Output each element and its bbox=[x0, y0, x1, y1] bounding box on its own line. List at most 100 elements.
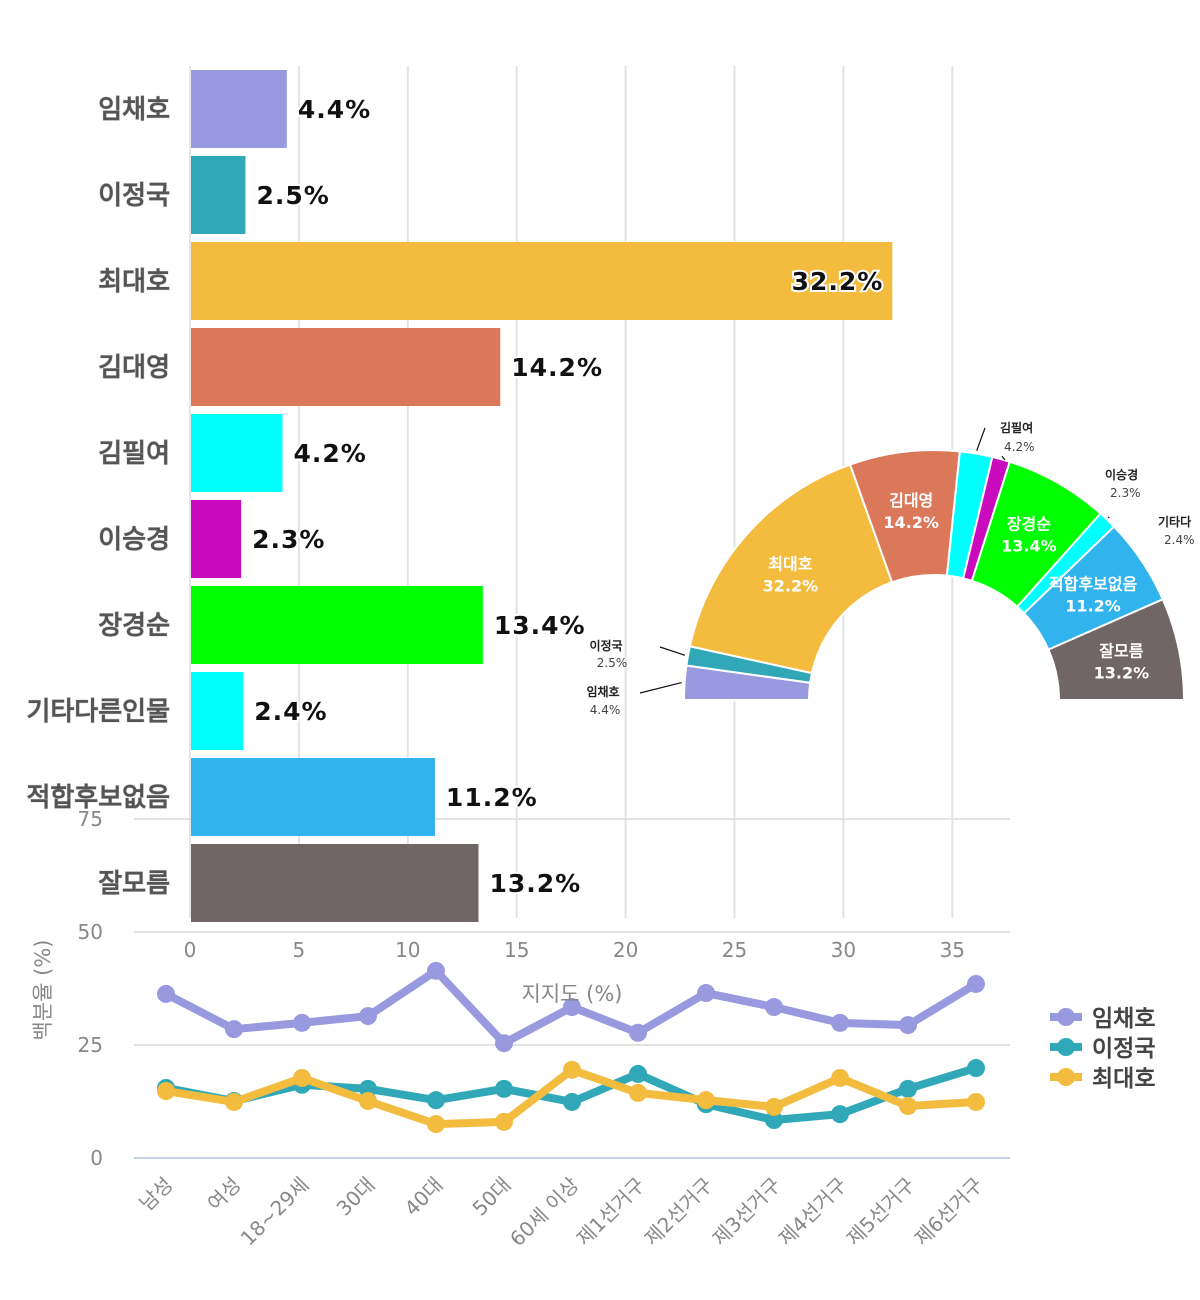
line-x-tick-label: 40대 bbox=[400, 1173, 448, 1221]
line-point bbox=[225, 1092, 243, 1111]
line-point bbox=[629, 1023, 647, 1042]
line-point bbox=[629, 1064, 647, 1083]
bar-value-label: 2.5% bbox=[256, 181, 329, 210]
pie-inside-value: 13.2% bbox=[1094, 664, 1150, 683]
line-point bbox=[899, 1097, 917, 1116]
bar bbox=[191, 242, 893, 320]
line-series bbox=[157, 961, 985, 1134]
pie-outside-value: 2.5% bbox=[597, 656, 628, 670]
line-point bbox=[427, 961, 445, 980]
bar bbox=[191, 586, 483, 664]
line-point bbox=[495, 1112, 513, 1131]
line-x-tick-label: 제1선거구 bbox=[572, 1173, 650, 1251]
line-y-tick-label: 75 bbox=[78, 807, 103, 831]
bar bbox=[191, 758, 435, 836]
bar-category-label: 임채호 bbox=[98, 95, 170, 125]
line-point bbox=[563, 998, 581, 1017]
line-x-tick-label: 50대 bbox=[468, 1173, 516, 1221]
line-point bbox=[629, 1083, 647, 1102]
pie-inside-label: 최대호 bbox=[768, 554, 812, 573]
line-point bbox=[225, 1020, 243, 1039]
line-x-tick-label: 남성 bbox=[135, 1173, 178, 1216]
pie-slice bbox=[1047, 597, 1186, 701]
bar-value-label: 4.2% bbox=[293, 439, 366, 468]
bar-category-label: 최대호 bbox=[98, 267, 170, 297]
bar bbox=[191, 500, 242, 578]
pie-inside-value: 14.2% bbox=[883, 513, 939, 532]
bar-category-label: 적합후보없음 bbox=[26, 783, 170, 813]
pie-outside-label: 김필여 bbox=[1000, 420, 1033, 435]
line-y-tick-label: 50 bbox=[78, 920, 103, 944]
line-point bbox=[359, 1092, 377, 1111]
pie-leader-line bbox=[976, 427, 986, 451]
legend-label: 이정국 bbox=[1092, 1036, 1155, 1062]
line-x-tick-label: 18~29세 bbox=[236, 1173, 314, 1251]
line-point bbox=[967, 974, 985, 993]
pie-leader-line bbox=[1107, 516, 1110, 519]
line-point bbox=[157, 1082, 175, 1101]
pie-inside-label: 장경순 bbox=[1007, 515, 1051, 534]
bar-value-label: 2.3% bbox=[252, 525, 325, 554]
pie-slice bbox=[688, 463, 894, 675]
pie-outside-value: 2.3% bbox=[1110, 486, 1141, 500]
line-point bbox=[697, 1091, 715, 1110]
bar-x-tick-label: 30 bbox=[831, 938, 856, 962]
line-point bbox=[967, 1059, 985, 1078]
pie-outside-label: 이정국 bbox=[589, 638, 622, 653]
line-y-tick-label: 25 bbox=[78, 1033, 103, 1057]
line-point bbox=[765, 1111, 783, 1130]
bar-x-tick-label: 35 bbox=[940, 938, 965, 962]
line-point bbox=[293, 1013, 311, 1032]
legend-marker-icon bbox=[1057, 1008, 1075, 1026]
line-x-tick-label: 여성 bbox=[203, 1173, 246, 1216]
bar-x-tick-label: 15 bbox=[504, 938, 529, 962]
line-point bbox=[495, 1034, 513, 1053]
line-point bbox=[427, 1091, 445, 1110]
line-point bbox=[831, 1105, 849, 1124]
line-point bbox=[359, 1007, 377, 1026]
line-point bbox=[831, 1068, 849, 1087]
bar bbox=[191, 70, 287, 148]
pie-outside-label: 이승경 bbox=[1105, 467, 1138, 482]
line-point bbox=[967, 1092, 985, 1111]
line-point bbox=[563, 1060, 581, 1079]
bar-value-label: 11.2% bbox=[446, 783, 538, 812]
line-point bbox=[765, 1097, 783, 1116]
line-point bbox=[831, 1013, 849, 1032]
bar-category-label: 이승경 bbox=[98, 525, 170, 555]
pie-leader-line bbox=[659, 646, 686, 656]
legend-label: 최대호 bbox=[1092, 1066, 1155, 1092]
bar-series: 임채호 4.4% 이정국 2.5% 최대호 32.2% 김대영 14.2% 김필여 4.2% 이승경… bbox=[26, 66, 893, 922]
bar-category-label: 장경순 bbox=[98, 611, 170, 641]
line-y-tick-label: 0 bbox=[90, 1146, 103, 1170]
bar-x-tick-label: 0 bbox=[184, 938, 197, 962]
line-x-tick-label: 제3선거구 bbox=[708, 1173, 786, 1251]
pie-inside-label: 잘모름 bbox=[1099, 642, 1143, 661]
bar-x-tick-label: 25 bbox=[722, 938, 747, 962]
line-x-tick-label: 제6선거구 bbox=[910, 1173, 988, 1251]
line-point bbox=[899, 1016, 917, 1035]
bar bbox=[191, 414, 283, 492]
line-point bbox=[563, 1092, 581, 1111]
legend-marker-icon bbox=[1057, 1068, 1075, 1086]
line-x-tick-label: 60세 이상 bbox=[505, 1173, 583, 1251]
bar-x-tick-label: 5 bbox=[293, 938, 306, 962]
line-x-tick-label: 제2선거구 bbox=[640, 1173, 718, 1251]
pie-outside-label: 기타다 bbox=[1158, 514, 1191, 529]
bar-x-tick-label: 20 bbox=[613, 938, 638, 962]
bar-value-label: 32.2% bbox=[792, 267, 884, 296]
pie-outside-value: 4.4% bbox=[590, 703, 621, 717]
bar bbox=[191, 156, 246, 234]
line-point bbox=[697, 984, 715, 1003]
bar-x-axis-label: 지지도 (%) bbox=[522, 982, 623, 1006]
line-point bbox=[899, 1079, 917, 1098]
pie-inside-label: 김대영 bbox=[889, 491, 933, 510]
bar-category-label: 기타다른인물 bbox=[26, 697, 170, 727]
pie-inside-value: 11.2% bbox=[1065, 596, 1121, 615]
line-point bbox=[427, 1115, 445, 1134]
pie-outside-value: 4.2% bbox=[1004, 440, 1035, 454]
bar-value-label: 2.4% bbox=[254, 697, 327, 726]
legend-marker-icon bbox=[1057, 1038, 1075, 1056]
legend-label: 임채호 bbox=[1092, 1006, 1155, 1032]
